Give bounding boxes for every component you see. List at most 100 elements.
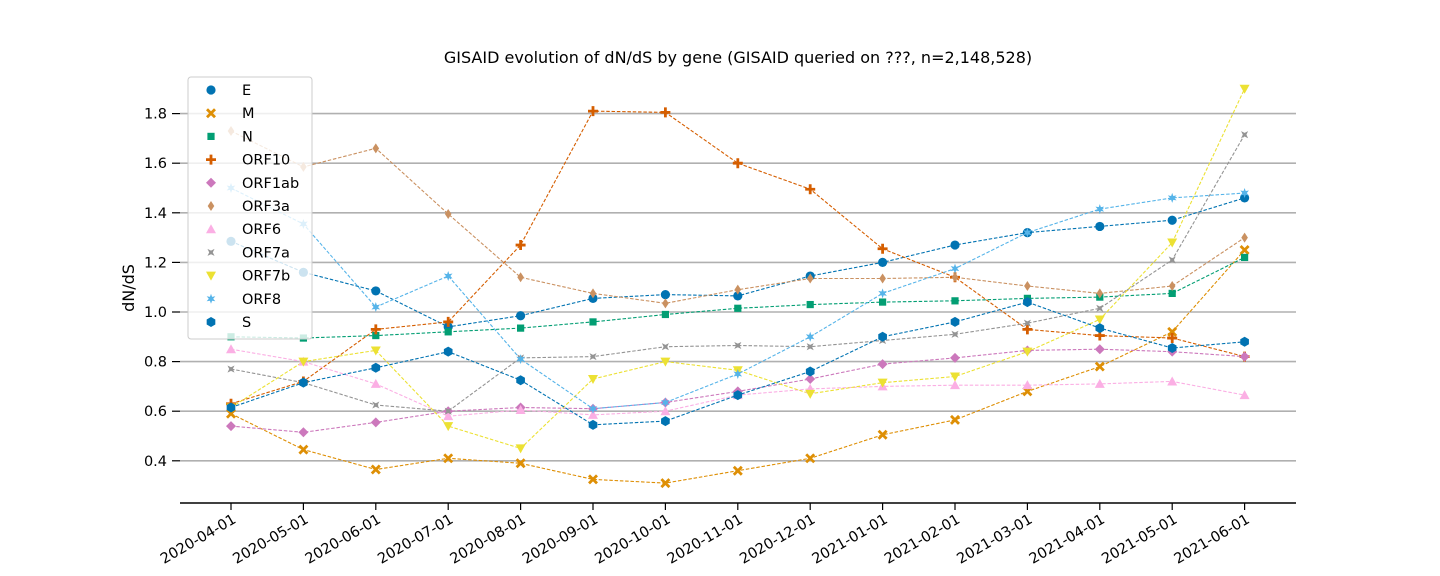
data-point-s: [1095, 323, 1105, 334]
data-point-orf3a: [879, 273, 886, 284]
legend-label-e: E: [242, 83, 251, 99]
data-point-orf7b: [950, 372, 960, 382]
legend-marker-n: [207, 132, 215, 140]
data-point-n: [806, 300, 814, 309]
data-point-orf7a: [1241, 131, 1249, 139]
data-point-orf1ab: [877, 359, 888, 370]
legend-marker-s: [206, 317, 216, 327]
data-point-orf3a: [951, 272, 959, 283]
data-point-orf10: [370, 324, 381, 335]
data-point-orf7a: [806, 343, 814, 351]
data-point-orf8: [443, 271, 453, 282]
grid-lines: [180, 112, 1296, 462]
data-point-s: [1167, 342, 1177, 353]
legend-marker-e: [206, 85, 216, 95]
data-point-orf7a: [661, 343, 669, 351]
x-tick-label: 2021-06-01: [1172, 512, 1253, 568]
data-point-m: [588, 474, 598, 485]
legend-marker-orf10: [206, 154, 216, 165]
data-point-orf8: [1095, 204, 1105, 215]
data-point-orf10: [515, 240, 526, 251]
legend-label-s: S: [242, 315, 251, 331]
data-point-orf7b: [660, 357, 671, 367]
data-point-orf10: [732, 158, 743, 169]
data-point-orf10: [660, 107, 671, 118]
data-point-s: [661, 416, 670, 427]
data-point-m: [226, 408, 236, 419]
data-point-m: [877, 429, 888, 440]
y-tick-label: 0.6: [144, 404, 167, 420]
data-point-s: [443, 346, 453, 357]
data-point-orf7b: [588, 374, 598, 384]
data-point-s: [733, 390, 743, 401]
legend-label-m: M: [242, 106, 255, 122]
data-point-m: [1094, 361, 1105, 372]
data-point-orf7a: [1023, 319, 1031, 327]
data-point-n: [517, 324, 525, 332]
data-point-orf7a: [227, 365, 235, 373]
x-tick-label: 2020-06-01: [303, 512, 384, 568]
x-tick-label: 2020-08-01: [448, 512, 529, 568]
data-point-orf10: [877, 243, 888, 254]
data-point-n: [1241, 253, 1249, 262]
x-tick-label: 2021-02-01: [882, 512, 963, 568]
data-point-orf3a: [1168, 280, 1176, 291]
data-point-orf7b: [1239, 84, 1250, 94]
data-point-orf6: [1022, 380, 1033, 390]
data-point-m: [443, 453, 454, 464]
data-point-orf7b: [1094, 315, 1105, 325]
data-point-n: [879, 298, 887, 306]
legend-label-orf7a: ORF7a: [242, 245, 290, 261]
data-point-e: [878, 257, 888, 267]
series-line-s: [230, 301, 1245, 426]
data-point-orf6: [950, 380, 960, 390]
data-point-m: [1239, 245, 1250, 255]
legend-label-orf7b: ORF7b: [242, 269, 290, 285]
data-point-m: [1167, 326, 1178, 337]
y-axis: 0.4 0.6 0.8 1.0 1.2 1.4 1.6 1.8: [144, 107, 180, 470]
data-point-orf8: [878, 288, 887, 299]
y-tick-label: 0.4: [144, 454, 167, 470]
data-point-orf1ab: [298, 427, 309, 438]
legend: EMN ORF10 ORF1ab ORF3a ORF6 ORF7a ORF7b ORF8 S: [187, 76, 313, 340]
data-point-orf7a: [372, 401, 380, 409]
legend-marker-orf1ab: [206, 177, 216, 188]
legend-marker-m: [206, 108, 216, 119]
data-point-orf6: [1167, 376, 1178, 386]
data-point-orf7b: [443, 422, 454, 432]
data-point-orf1ab: [805, 373, 816, 384]
data-point-e: [371, 286, 381, 296]
data-point-n: [951, 297, 959, 305]
data-point-s: [950, 316, 960, 327]
data-point-s: [1023, 297, 1032, 308]
data-point-orf7a: [951, 330, 959, 338]
data-point-n: [734, 304, 742, 312]
data-point-m: [370, 464, 381, 475]
data-point-orf7b: [877, 378, 888, 388]
data-point-orf1ab: [370, 417, 381, 428]
data-point-orf3a: [589, 288, 597, 299]
data-point-orf6: [226, 344, 236, 354]
data-point-m: [298, 444, 309, 455]
data-point-orf3a: [806, 273, 814, 284]
data-point-orf8: [371, 302, 381, 313]
data-point-orf8: [1023, 227, 1032, 238]
data-point-orf6: [588, 409, 598, 419]
data-point-s: [805, 366, 815, 377]
series-line-orf7a: [230, 134, 1246, 412]
data-point-n: [589, 318, 597, 326]
data-point-orf8: [588, 403, 598, 414]
data-point-e: [1167, 215, 1177, 225]
data-point-e: [1095, 221, 1105, 232]
legend-label-orf10: ORF10: [242, 153, 290, 169]
chart-title: GISAID evolution of dN/dS by gene (GISAI…: [444, 48, 1032, 67]
data-point-orf8: [733, 369, 743, 379]
data-point-orf6: [660, 406, 671, 416]
legend-marker-orf7a: [207, 248, 215, 256]
data-point-orf6: [515, 404, 526, 414]
data-point-n: [372, 331, 380, 340]
data-point-orf3a: [734, 284, 742, 295]
data-point-orf7b: [1022, 347, 1033, 357]
y-tick-label: 1.0: [144, 305, 167, 321]
data-point-s: [588, 419, 598, 430]
